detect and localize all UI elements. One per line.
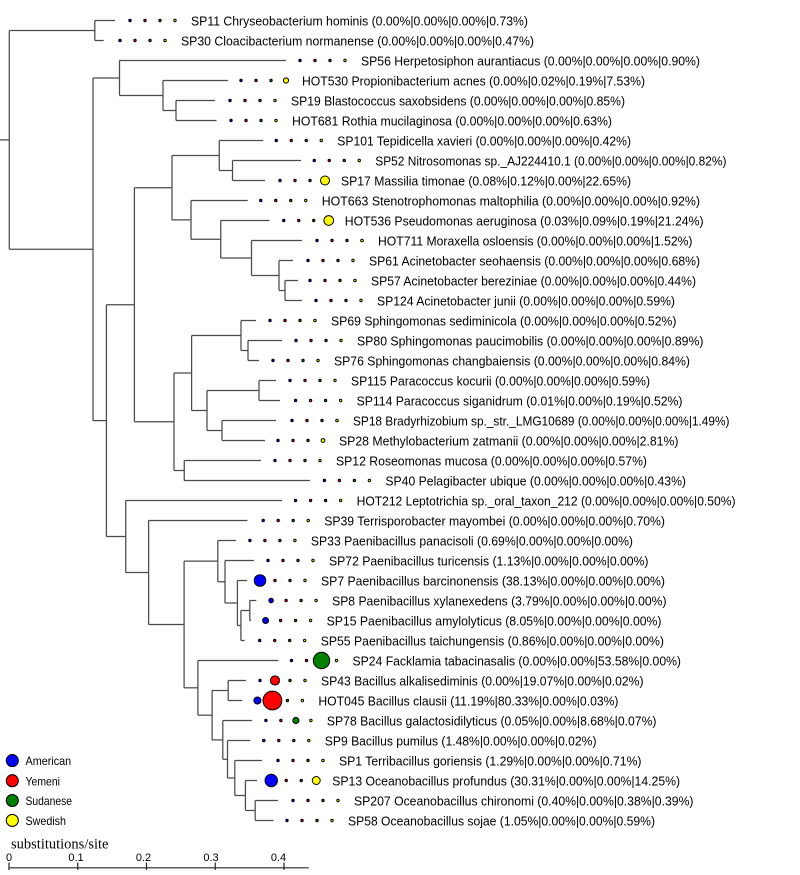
- svg-text:substitutions/site: substitutions/site: [11, 837, 109, 853]
- svg-text:Sudanese: Sudanese: [26, 794, 73, 808]
- svg-text:SP76 Sphingomonas changbaiensi: SP76 Sphingomonas changbaiensis (0.00%|0…: [334, 353, 690, 368]
- svg-text:SP15 Paenibacillus amylolyticu: SP15 Paenibacillus amylolyticus (8.05%|0…: [327, 613, 662, 628]
- svg-text:SP58 Oceanobacillus sojae (1.0: SP58 Oceanobacillus sojae (1.05%|0.00%|0…: [348, 813, 655, 828]
- svg-text:SP13 Oceanobacillus profundus: SP13 Oceanobacillus profundus (30.31%|0.…: [332, 773, 680, 788]
- svg-text:HOT212 Leptotrichia sp._oral_t: HOT212 Leptotrichia sp._oral_taxon_212 (…: [357, 493, 736, 508]
- svg-text:SP24 Facklamia tabacinasalis (: SP24 Facklamia tabacinasalis (0.00%|0.00…: [353, 653, 682, 668]
- svg-text:Yemeni: Yemeni: [26, 774, 61, 788]
- svg-text:SP43 Bacillus alkalisediminis: SP43 Bacillus alkalisediminis (0.00%|19.…: [321, 673, 644, 688]
- svg-text:0.3: 0.3: [203, 852, 218, 864]
- svg-text:0.2: 0.2: [136, 852, 151, 864]
- svg-text:SP61 Acinetobacter seohaensis: SP61 Acinetobacter seohaensis (0.00%|0.0…: [369, 253, 700, 268]
- svg-text:SP33 Paenibacillus panacisoli: SP33 Paenibacillus panacisoli (0.69%|0.0…: [311, 533, 633, 548]
- svg-text:SP57 Acinetobacter bereziniae: SP57 Acinetobacter bereziniae (0.00%|0.0…: [371, 273, 696, 288]
- svg-text:SP19 Blastococcus saxobsidens: SP19 Blastococcus saxobsidens (0.00%|0.0…: [291, 93, 625, 108]
- svg-text:HOT536 Pseudomonas aeruginosa: HOT536 Pseudomonas aeruginosa (0.03%|0.0…: [345, 213, 704, 228]
- svg-text:SP18 Bradyrhizobium sp._str._L: SP18 Bradyrhizobium sp._str._LMG10689 (0…: [353, 413, 730, 428]
- svg-text:SP40 Pelagibacter ubique (0.00: SP40 Pelagibacter ubique (0.00%|0.00%|0.…: [385, 473, 686, 488]
- svg-text:HOT663 Stenotrophomonas maltop: HOT663 Stenotrophomonas maltophilia (0.0…: [322, 193, 700, 208]
- svg-text:HOT681 Rothia mucilaginosa (0.: HOT681 Rothia mucilaginosa (0.00%|0.00%|…: [292, 113, 612, 128]
- svg-text:SP1 Terribacillus goriensis (1: SP1 Terribacillus goriensis (1.29%|0.00%…: [339, 753, 642, 768]
- svg-text:SP28 Methylobacterium zatmanii: SP28 Methylobacterium zatmanii (0.00%|0.…: [339, 433, 679, 448]
- svg-text:SP114 Paracoccus siganidrum (0: SP114 Paracoccus siganidrum (0.01%|0.00%…: [357, 393, 683, 408]
- svg-text:SP30 Cloacibacterium normanens: SP30 Cloacibacterium normanense (0.00%|0…: [181, 33, 534, 48]
- svg-text:SP39 Terrisporobacter mayombei: SP39 Terrisporobacter mayombei (0.00%|0.…: [324, 513, 665, 528]
- svg-text:SP207 Oceanobacillus chironomi: SP207 Oceanobacillus chironomi (0.40%|0.…: [354, 793, 694, 808]
- svg-text:SP12 Roseomonas mucosa (0.00%|: SP12 Roseomonas mucosa (0.00%|0.00%|0.00…: [336, 453, 647, 468]
- svg-text:0.1: 0.1: [68, 852, 83, 864]
- svg-text:SP115 Paracoccus kocurii (0.00: SP115 Paracoccus kocurii (0.00%|0.00%|0.…: [351, 373, 650, 388]
- svg-text:HOT045 Bacillus clausii (11.19: HOT045 Bacillus clausii (11.19%|80.33%|0…: [318, 693, 618, 708]
- svg-text:SP56 Herpetosiphon aurantiacus: SP56 Herpetosiphon aurantiacus (0.00%|0.…: [361, 53, 700, 68]
- svg-text:0.4: 0.4: [271, 852, 286, 864]
- svg-text:SP8 Paenibacillus xylanexedens: SP8 Paenibacillus xylanexedens (3.79%|0.…: [332, 593, 666, 608]
- svg-text:SP69 Sphingomonas sediminicola: SP69 Sphingomonas sediminicola (0.00%|0.…: [331, 313, 677, 328]
- svg-text:SP80 Sphingomonas paucimobilis: SP80 Sphingomonas paucimobilis (0.00%|0.…: [357, 333, 704, 348]
- svg-text:Swedish: Swedish: [26, 814, 67, 828]
- svg-text:SP9 Bacillus pumilus (1.48%|0.: SP9 Bacillus pumilus (1.48%|0.00%|0.00%|…: [325, 733, 597, 748]
- svg-text:SP11 Chryseobacterium hominis: SP11 Chryseobacterium hominis (0.00%|0.0…: [191, 13, 528, 28]
- svg-text:HOT711 Moraxella osloensis (0.: HOT711 Moraxella osloensis (0.00%|0.00%|…: [378, 233, 693, 248]
- svg-text:SP52 Nitrosomonas sp._AJ224410: SP52 Nitrosomonas sp._AJ224410.1 (0.00%|…: [375, 153, 726, 168]
- svg-text:SP55 Paenibacillus taichungens: SP55 Paenibacillus taichungensis (0.86%|…: [321, 633, 664, 648]
- svg-text:SP72 Paenibacillus turicensis: SP72 Paenibacillus turicensis (1.13%|0.0…: [329, 553, 649, 568]
- svg-text:SP124 Acinetobacter junii (0.0: SP124 Acinetobacter junii (0.00%|0.00%|0…: [377, 293, 675, 308]
- svg-text:SP7 Paenibacillus barcinonensi: SP7 Paenibacillus barcinonensis (38.13%|…: [321, 573, 665, 588]
- svg-text:SP101 Tepidicella xavieri (0.0: SP101 Tepidicella xavieri (0.00%|0.00%|0…: [337, 133, 631, 148]
- svg-text:American: American: [26, 754, 72, 768]
- svg-text:0: 0: [6, 852, 12, 864]
- svg-text:SP78 Bacillus galactosidilytic: SP78 Bacillus galactosidilyticus (0.05%|…: [327, 713, 657, 728]
- svg-text:SP17 Massilia timonae (0.08%|0: SP17 Massilia timonae (0.08%|0.12%|0.00%…: [341, 173, 631, 188]
- svg-text:HOT530 Propionibacterium acnes: HOT530 Propionibacterium acnes (0.00%|0.…: [302, 73, 645, 88]
